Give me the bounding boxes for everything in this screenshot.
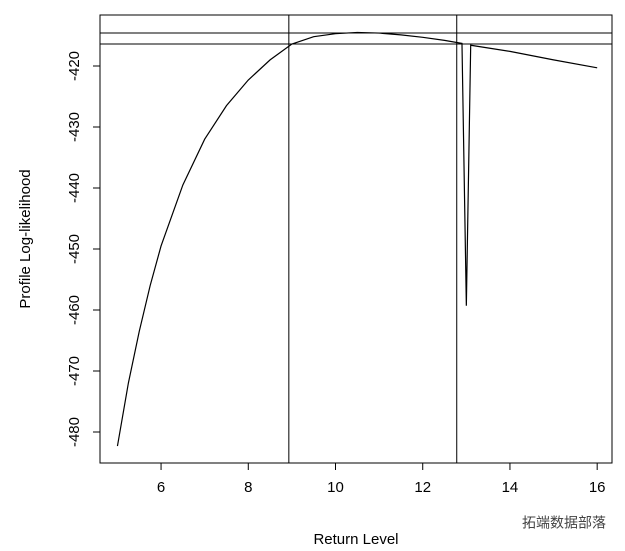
y-tick-label: -420 xyxy=(66,51,83,81)
y-tick-label: -480 xyxy=(66,417,83,447)
y-tick-label: -460 xyxy=(66,295,83,325)
x-tick-label: 6 xyxy=(157,479,165,496)
x-tick-label: 8 xyxy=(244,479,252,496)
x-tick-label: 10 xyxy=(327,479,344,496)
plot-frame xyxy=(99,14,613,464)
y-tick-label: -440 xyxy=(66,173,83,203)
profile-curve xyxy=(116,31,598,447)
y-tick-label: -470 xyxy=(66,356,83,386)
x-tick-label: 16 xyxy=(589,479,606,496)
x-tick-label: 14 xyxy=(502,479,519,496)
watermark: 拓端数据部落 xyxy=(522,515,606,531)
y-tick-label: -450 xyxy=(66,234,83,264)
x-axis-label: Return Level xyxy=(313,531,398,548)
x-tick-label: 12 xyxy=(414,479,431,496)
y-axis-label: Profile Log-likelihood xyxy=(17,169,34,308)
y-tick-label: -430 xyxy=(66,112,83,142)
